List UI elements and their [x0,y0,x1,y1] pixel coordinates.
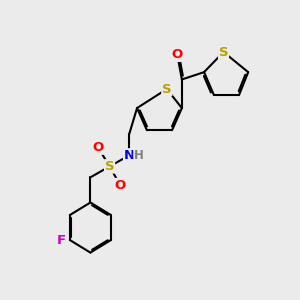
Text: N: N [124,149,135,162]
Text: H: H [134,149,144,162]
Text: O: O [172,48,183,61]
Text: O: O [92,141,104,154]
Text: F: F [57,233,66,247]
Text: S: S [219,46,228,59]
Text: S: S [105,160,114,173]
Text: O: O [115,178,126,192]
Text: S: S [162,82,172,96]
